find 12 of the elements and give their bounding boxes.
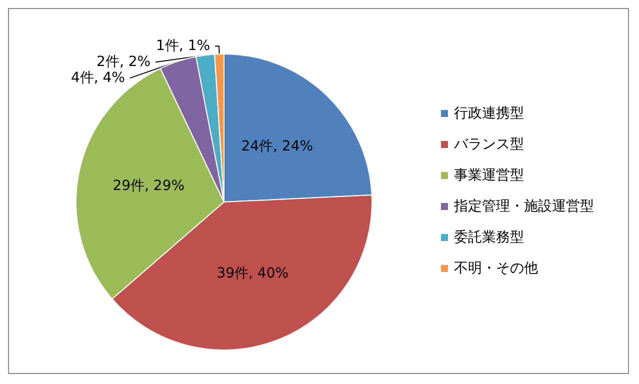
legend-label: 行政連携型 bbox=[454, 106, 524, 122]
data-label: 24件, 24% bbox=[241, 138, 314, 154]
legend-label: 不明・その他 bbox=[454, 260, 538, 276]
legend-label: 事業運営型 bbox=[454, 168, 524, 184]
legend-label: 指定管理・施設運営型 bbox=[453, 198, 594, 214]
data-label: 39件, 40% bbox=[216, 265, 289, 282]
data-label: 4件, 4% bbox=[70, 70, 125, 86]
data-label: 2件, 2% bbox=[96, 54, 151, 70]
data-label: 29件, 29% bbox=[112, 178, 185, 194]
data-label: 1件, 1% bbox=[156, 38, 210, 54]
legend-label: バランス型 bbox=[453, 136, 524, 152]
legend-label: 委託業務型 bbox=[454, 230, 524, 246]
